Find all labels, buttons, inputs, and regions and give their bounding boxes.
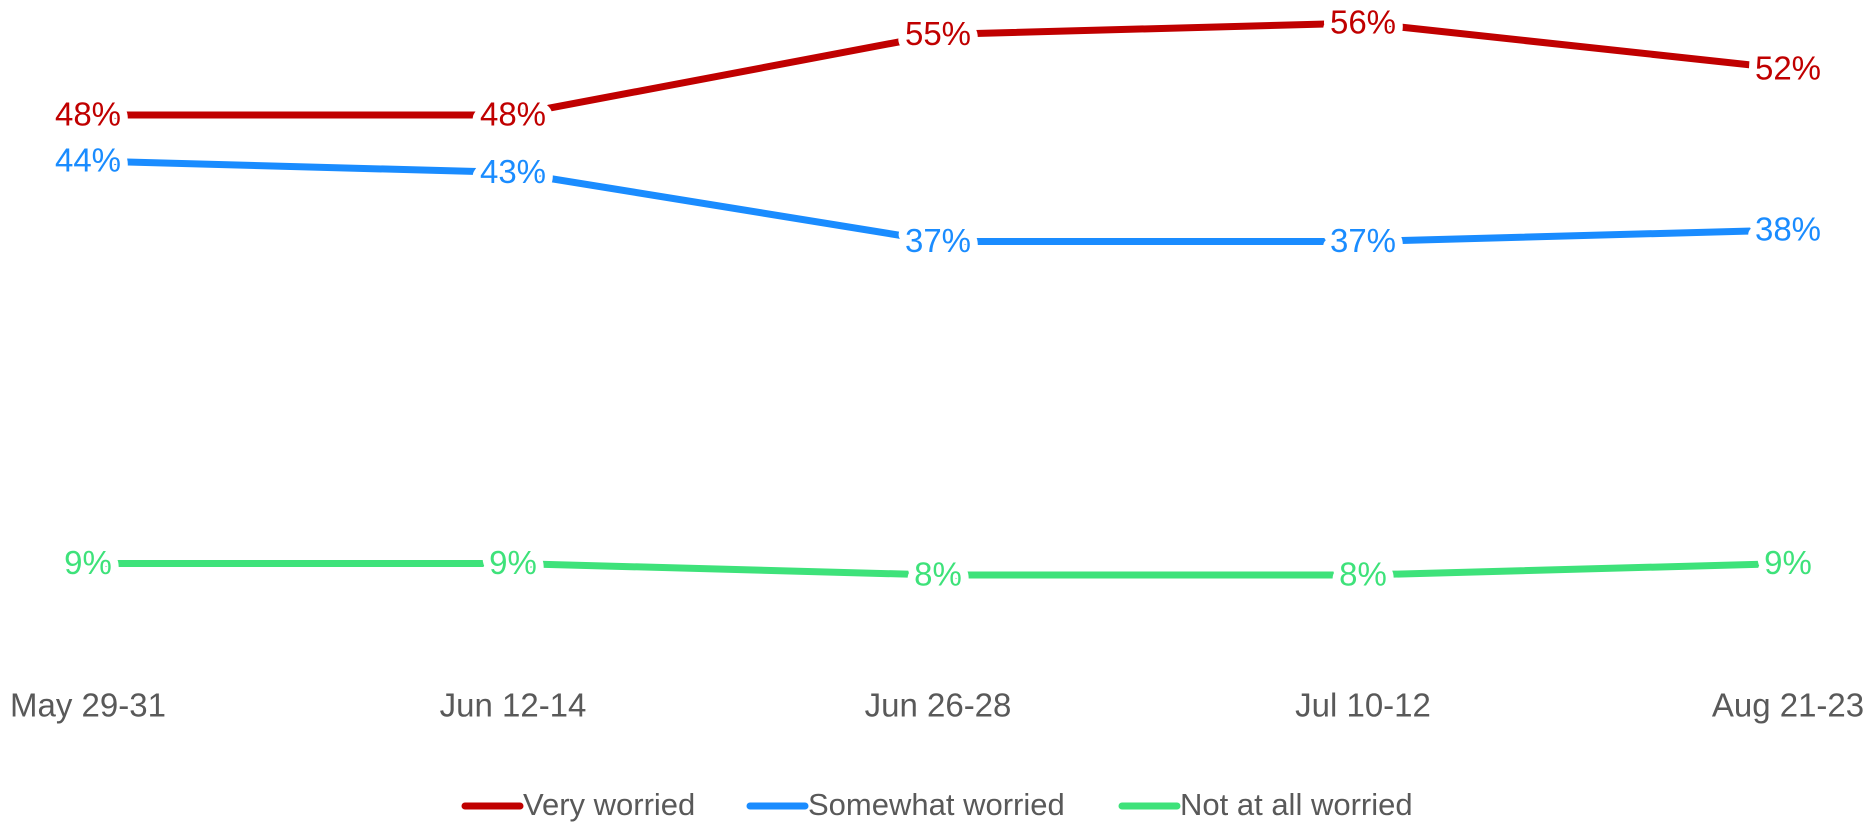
data-label: 43% <box>480 153 546 190</box>
data-label: 9% <box>489 544 537 581</box>
data-label: 44% <box>55 142 121 179</box>
x-tick-label: Aug 21-23 <box>1712 687 1864 724</box>
data-label: 37% <box>905 222 971 259</box>
series-line <box>87 157 1789 245</box>
x-tick-label: Jun 26-28 <box>865 687 1012 724</box>
data-label: 48% <box>55 96 121 133</box>
data-label: 55% <box>905 15 971 52</box>
data-label: 9% <box>64 544 112 581</box>
data-label: 52% <box>1755 50 1821 87</box>
data-label: 56% <box>1330 4 1396 41</box>
x-tick-label: Jul 10-12 <box>1295 687 1431 724</box>
data-label: 8% <box>1339 556 1387 593</box>
legend-label: Not at all worried <box>1180 787 1413 822</box>
data-label: 37% <box>1330 222 1396 259</box>
data-label: 38% <box>1755 211 1821 248</box>
data-label: 9% <box>1764 544 1812 581</box>
legend-label: Very worried <box>523 787 695 822</box>
data-label: 8% <box>914 556 962 593</box>
data-label: 48% <box>480 96 546 133</box>
series-line <box>88 560 1789 579</box>
x-tick-label: May 29-31 <box>10 687 166 724</box>
legend-label: Somewhat worried <box>808 787 1065 822</box>
x-tick-label: Jun 12-14 <box>440 687 587 724</box>
series-line <box>88 19 1789 119</box>
